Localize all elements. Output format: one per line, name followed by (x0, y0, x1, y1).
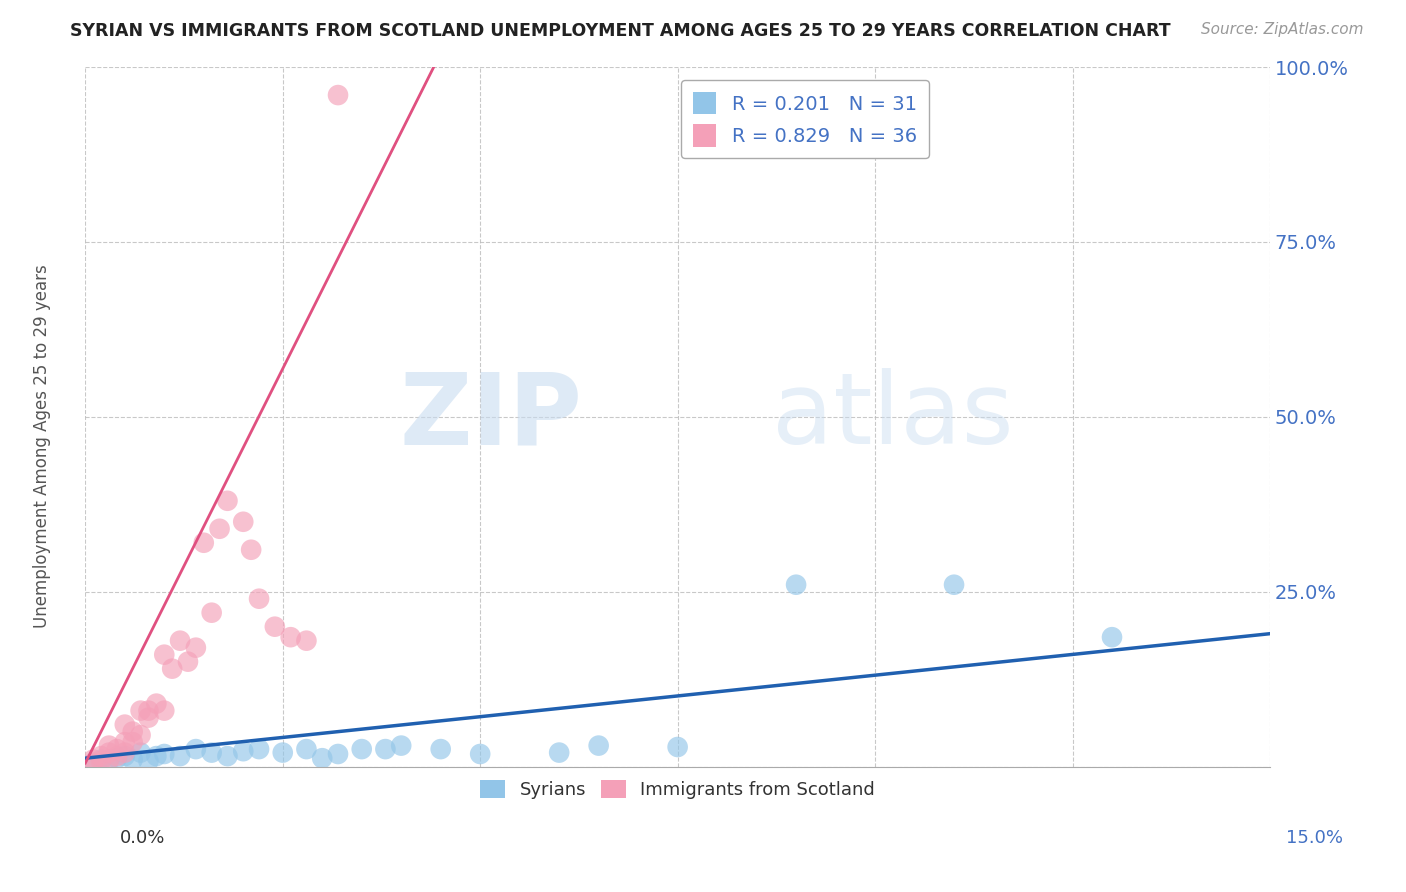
Text: Source: ZipAtlas.com: Source: ZipAtlas.com (1201, 22, 1364, 37)
Point (217, 493, 239, 508)
Point (470, 747, 492, 761)
Point (138, 711, 160, 725)
Point (217, 749, 239, 764)
Text: 0.0%: 0.0% (120, 829, 165, 847)
Point (295, 742, 318, 756)
Point (114, 749, 136, 764)
Point (114, 746, 136, 760)
Point (160, 662, 183, 676)
Point (232, 515, 254, 529)
Text: ZIP: ZIP (399, 368, 583, 466)
Point (271, 746, 294, 760)
Text: SYRIAN VS IMMIGRANTS FROM SCOTLAND UNEMPLOYMENT AMONG AGES 25 TO 29 YEARS CORREL: SYRIAN VS IMMIGRANTS FROM SCOTLAND UNEMP… (70, 22, 1171, 40)
Point (247, 742, 270, 756)
Point (548, 746, 571, 760)
Point (785, 578, 807, 592)
Point (374, 742, 396, 756)
Point (98, 754, 121, 768)
Point (105, 742, 128, 756)
Point (169, 749, 191, 764)
Point (169, 633, 191, 648)
Point (129, 728, 152, 742)
Point (208, 522, 231, 536)
Point (138, 754, 160, 768)
Point (138, 704, 160, 718)
Point (389, 739, 412, 753)
Point (311, 751, 333, 765)
Point (184, 742, 207, 756)
Point (114, 717, 136, 731)
Point (114, 735, 136, 749)
Text: 15.0%: 15.0% (1285, 829, 1343, 847)
Point (153, 648, 176, 662)
Point (247, 591, 270, 606)
Text: Unemployment Among Ages 25 to 29 years: Unemployment Among Ages 25 to 29 years (34, 264, 51, 628)
Point (1101, 630, 1123, 644)
Point (153, 747, 176, 761)
Legend: Syrians, Immigrants from Scotland: Syrians, Immigrants from Scotland (472, 772, 883, 806)
Point (429, 742, 451, 756)
Point (280, 630, 302, 644)
Point (201, 746, 224, 760)
Point (201, 606, 224, 620)
Point (232, 744, 254, 758)
Point (121, 724, 143, 739)
Point (145, 697, 167, 711)
Point (129, 746, 152, 760)
Point (295, 633, 318, 648)
Point (90, 754, 112, 768)
Point (82, 756, 104, 770)
Point (193, 535, 215, 549)
Point (263, 620, 285, 634)
Point (240, 542, 263, 557)
Point (121, 735, 143, 749)
Text: atlas: atlas (772, 368, 1014, 466)
Point (98, 753, 121, 767)
Point (588, 739, 610, 753)
Point (326, 747, 349, 761)
Point (105, 749, 128, 764)
Point (177, 655, 200, 669)
Point (121, 753, 143, 767)
Point (90, 753, 112, 767)
Point (184, 640, 207, 655)
Point (145, 749, 167, 764)
Point (98, 739, 121, 753)
Point (82, 756, 104, 770)
Point (350, 742, 373, 756)
Point (153, 704, 176, 718)
Point (98, 746, 121, 760)
Point (326, 88, 349, 103)
Point (105, 751, 128, 765)
Point (90, 749, 112, 764)
Point (129, 704, 152, 718)
Point (82, 753, 104, 767)
Point (943, 578, 966, 592)
Point (666, 739, 689, 754)
